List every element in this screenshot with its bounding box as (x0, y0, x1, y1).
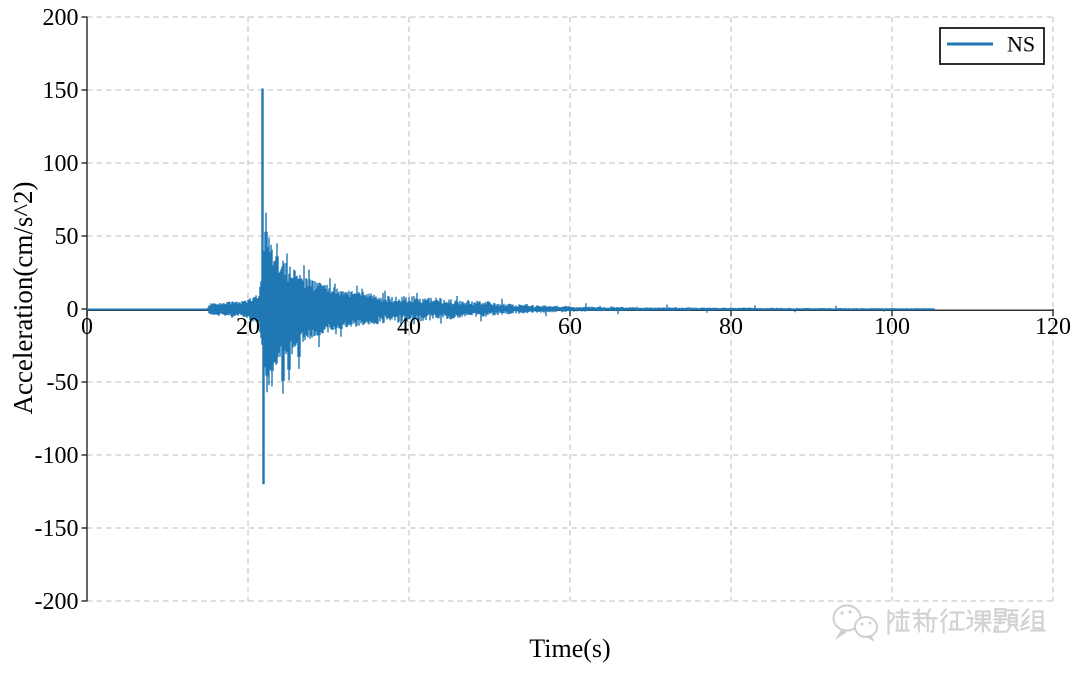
svg-text:NS: NS (1007, 32, 1035, 57)
svg-text:150: 150 (43, 78, 79, 104)
svg-text:0: 0 (67, 297, 79, 323)
svg-text:120: 120 (1035, 314, 1071, 340)
svg-text:40: 40 (397, 314, 421, 340)
svg-text:-100: -100 (35, 443, 79, 469)
svg-text:100: 100 (43, 151, 79, 177)
svg-text:-200: -200 (35, 589, 79, 615)
svg-text:50: 50 (55, 224, 79, 250)
svg-text:Time(s): Time(s) (529, 634, 610, 663)
svg-text:80: 80 (719, 314, 743, 340)
svg-text:0: 0 (81, 314, 93, 340)
svg-text:200: 200 (43, 5, 79, 31)
svg-text:Acceleration(cm/s^2): Acceleration(cm/s^2) (8, 181, 38, 414)
svg-text:-50: -50 (47, 370, 79, 396)
svg-text:100: 100 (874, 314, 910, 340)
svg-text:60: 60 (558, 314, 582, 340)
svg-text:20: 20 (236, 314, 260, 340)
svg-text:-150: -150 (35, 516, 79, 542)
